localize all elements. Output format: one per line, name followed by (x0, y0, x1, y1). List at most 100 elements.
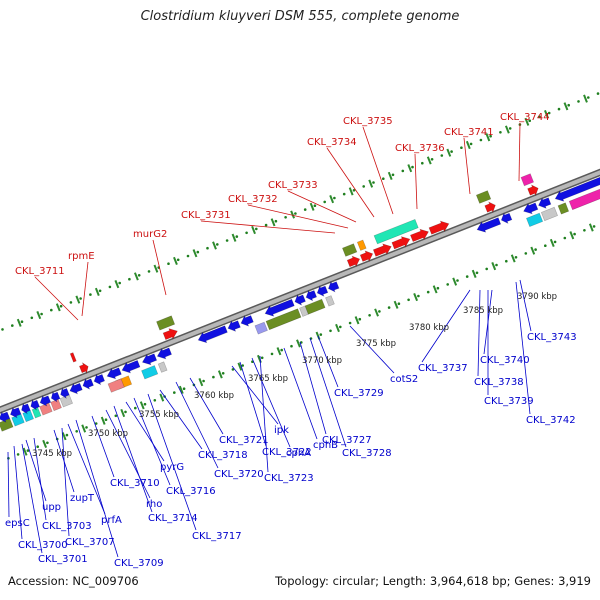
gene-label-ckl-3733[interactable]: CKL_3733 (268, 180, 318, 191)
gene-label-ckl-3731[interactable]: CKL_3731 (181, 210, 231, 221)
gene-label-ckl-3742[interactable]: CKL_3742 (526, 415, 576, 426)
gene-label-pyrg[interactable]: pyrG (160, 462, 184, 473)
gene-feature[interactable] (0, 411, 11, 423)
gene-feature[interactable] (227, 320, 241, 332)
gene-label-ckl-3707[interactable]: CKL_3707 (65, 537, 115, 548)
gene-feature[interactable] (346, 255, 361, 268)
gene-label-ckl-3720[interactable]: CKL_3720 (214, 469, 264, 480)
gene-label-ckl-3729[interactable]: CKL_3729 (334, 388, 384, 399)
gene-label-ckl-3737[interactable]: CKL_3737 (418, 363, 468, 374)
gene-label-zupt[interactable]: zupT (70, 493, 95, 504)
gene-feature[interactable] (520, 173, 534, 187)
gene-feature[interactable] (410, 228, 429, 242)
gene-feature[interactable] (69, 382, 83, 395)
gene-feature[interactable] (141, 365, 159, 380)
gene-feature[interactable] (356, 239, 367, 251)
gene-label-ckl-3738[interactable]: CKL_3738 (474, 377, 524, 388)
gene-label-ckl-3744[interactable]: CKL_3744 (500, 112, 550, 123)
gene-label-ckl-3741[interactable]: CKL_3741 (444, 127, 494, 138)
gene-label-epsc[interactable]: epsC (5, 518, 30, 529)
gene-label-cphb[interactable]: cphB (313, 440, 338, 451)
gene-feature[interactable] (428, 220, 450, 235)
gene-label-ckl-3732[interactable]: CKL_3732 (228, 194, 278, 205)
gene-label-upp[interactable]: upp (42, 502, 61, 513)
gene-feature[interactable] (93, 373, 105, 386)
gene-label-ckl-3727[interactable]: CKL_3727 (322, 435, 372, 446)
gene-feature[interactable] (10, 406, 22, 419)
gene-label-ckl-3700[interactable]: CKL_3700 (18, 540, 68, 551)
gene-feature[interactable] (31, 407, 42, 419)
gene-feature[interactable] (156, 347, 172, 360)
gene-label-murg2[interactable]: murG2 (133, 229, 167, 240)
gene-feature[interactable] (254, 321, 268, 335)
gene-feature[interactable] (264, 298, 295, 317)
gene-feature[interactable] (240, 315, 254, 327)
gene-label-rpme[interactable]: rpmE (68, 251, 95, 262)
gene-label-rho[interactable]: rho (146, 499, 162, 510)
gene-label-ckl-3714[interactable]: CKL_3714 (148, 513, 198, 524)
gene-label-ipk[interactable]: ipk (274, 425, 289, 436)
gene-feature[interactable] (30, 398, 40, 411)
gene-feature[interactable] (373, 219, 419, 245)
gene-label-ckl-3723[interactable]: CKL_3723 (264, 473, 314, 484)
gene-feature[interactable] (372, 243, 392, 257)
gene-feature[interactable] (79, 362, 89, 375)
gene-feature[interactable] (484, 201, 496, 214)
gene-feature[interactable] (476, 217, 502, 233)
gene-feature[interactable] (540, 206, 558, 222)
gene-feature[interactable] (59, 394, 73, 408)
gene-label-ckl-3716[interactable]: CKL_3716 (166, 486, 216, 497)
gene-feature[interactable] (325, 295, 335, 307)
gene-label-ckl-3710[interactable]: CKL_3710 (110, 478, 160, 489)
gene-feature[interactable] (82, 377, 94, 390)
gene-feature[interactable] (21, 402, 31, 415)
gene-feature[interactable] (156, 315, 176, 331)
gene-label-ckl-3709[interactable]: CKL_3709 (114, 558, 164, 569)
gene-label-cots2[interactable]: cotS2 (390, 374, 418, 385)
gene-feature[interactable] (523, 202, 539, 215)
gene-feature[interactable] (304, 298, 326, 315)
gene-label-ckl-3735[interactable]: CKL_3735 (343, 116, 393, 127)
gene-label-ckl-3739[interactable]: CKL_3739 (484, 396, 534, 407)
gene-feature[interactable] (60, 386, 70, 400)
gene-label-prfa[interactable]: prfA (101, 515, 122, 526)
gene-feature[interactable] (162, 328, 178, 340)
gene-feature[interactable] (500, 212, 513, 225)
gene-feature[interactable] (568, 183, 600, 211)
gene-feature[interactable] (157, 361, 168, 373)
gene-feature[interactable] (106, 367, 122, 380)
gene-label-ckl-3701[interactable]: CKL_3701 (38, 554, 88, 565)
gene-feature[interactable] (328, 280, 340, 293)
gene-feature[interactable] (265, 308, 302, 331)
gene-feature[interactable] (316, 285, 329, 297)
gene-feature[interactable] (197, 325, 228, 344)
gene-label-cpha[interactable]: cphA (286, 448, 311, 459)
gene-label-ckl-3721[interactable]: CKL_3721 (219, 435, 269, 446)
gene-feature[interactable] (557, 202, 570, 215)
gene-feature[interactable] (107, 378, 125, 393)
gene-feature[interactable] (50, 390, 61, 403)
gene-label-ckl-3718[interactable]: CKL_3718 (198, 450, 248, 461)
gene-label-ckl-3722[interactable]: CKL_3722 (262, 447, 312, 458)
gene-label-ckl-3703[interactable]: CKL_3703 (42, 521, 92, 532)
gene-features[interactable] (0, 141, 600, 432)
gene-feature[interactable] (527, 184, 539, 197)
gene-label-ckl-3728[interactable]: CKL_3728 (342, 448, 392, 459)
gene-feature[interactable] (69, 352, 77, 363)
gene-label-ckl-3740[interactable]: CKL_3740 (480, 355, 530, 366)
gene-feature[interactable] (526, 212, 544, 227)
gene-label-ckl-3736[interactable]: CKL_3736 (395, 143, 445, 154)
gene-feature[interactable] (39, 394, 52, 407)
gene-feature[interactable] (475, 190, 492, 204)
gene-feature[interactable] (554, 173, 600, 202)
gene-label-ckl-3734[interactable]: CKL_3734 (307, 137, 357, 148)
gene-feature[interactable] (359, 250, 374, 262)
gene-feature[interactable] (141, 353, 158, 366)
gene-label-ckl-3743[interactable]: CKL_3743 (527, 332, 577, 343)
gene-feature[interactable] (391, 236, 411, 250)
gene-feature[interactable] (121, 360, 141, 374)
gene-label-ckl-3711[interactable]: CKL_3711 (15, 266, 65, 277)
gene-feature[interactable] (305, 289, 317, 302)
gene-feature[interactable] (342, 243, 358, 257)
